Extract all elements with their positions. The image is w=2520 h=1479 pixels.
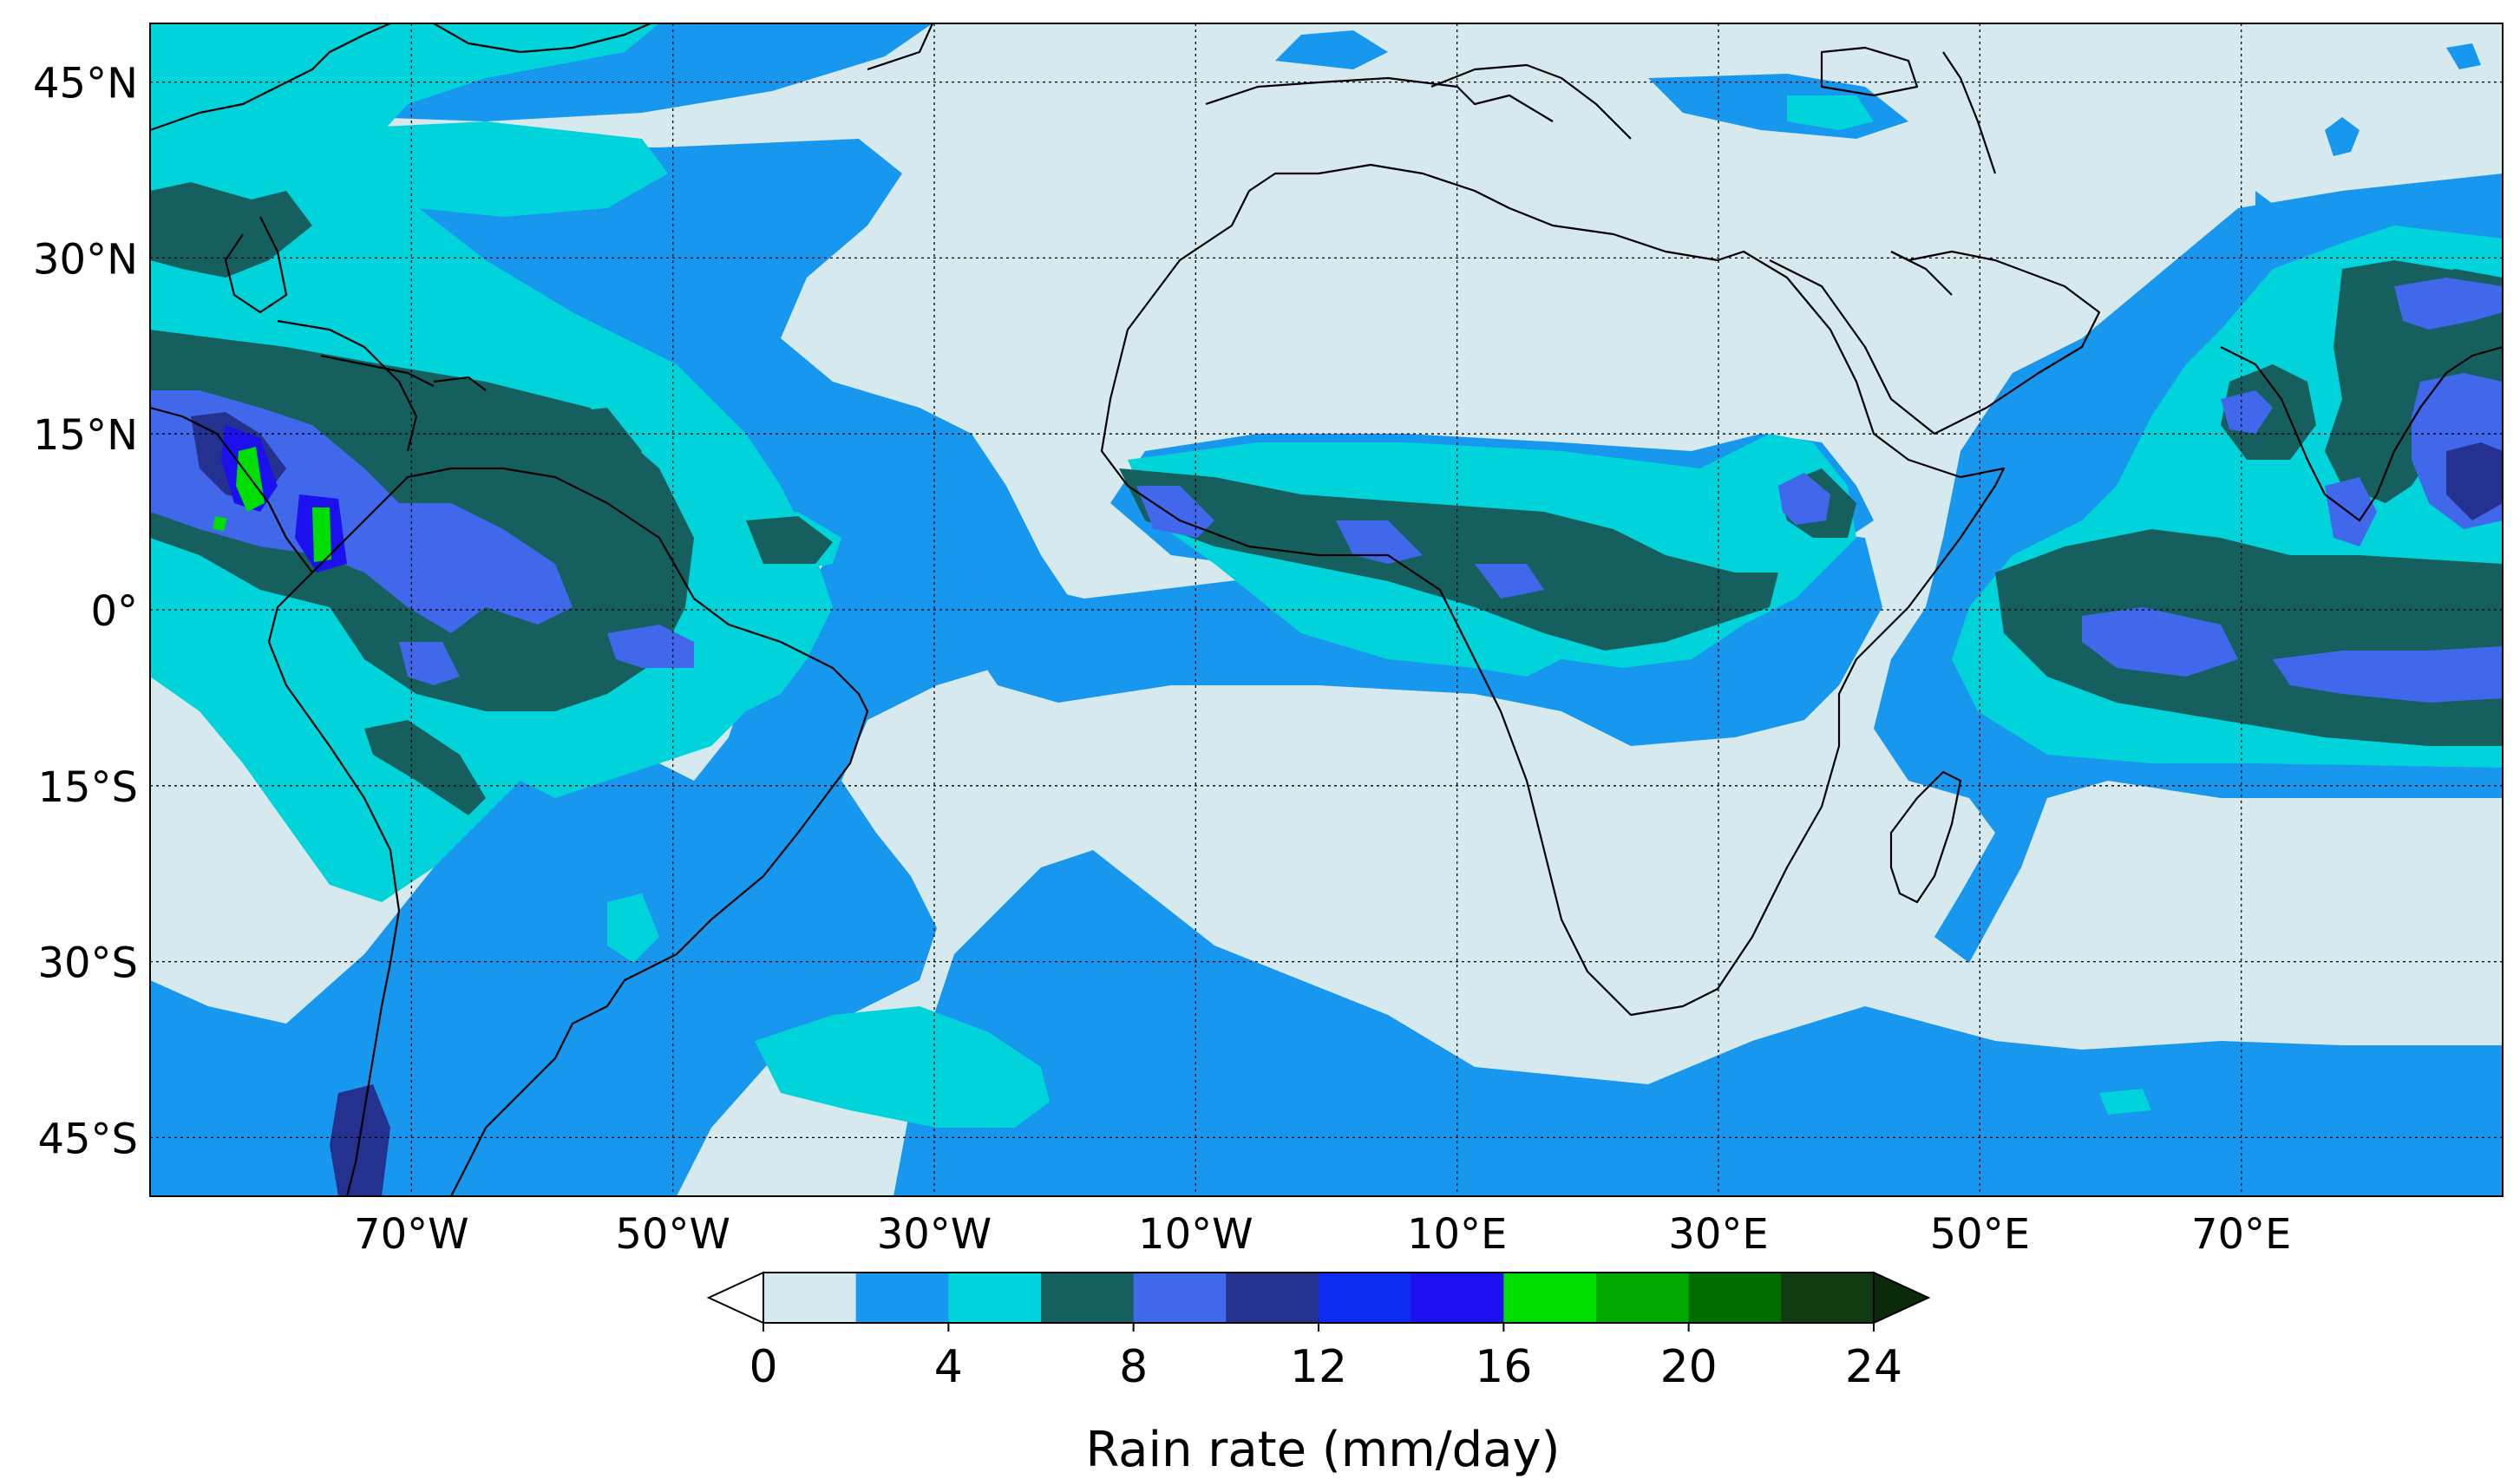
colorbar-over-triangle: [1873, 1271, 1931, 1325]
colorbar-tick-labels: 0 4 8 12 16 20 24: [749, 1323, 1902, 1393]
colorbar-tick-label: 8: [1119, 1341, 1148, 1393]
colorbar-swatch: [1596, 1273, 1690, 1323]
colorbar-swatch: [1688, 1273, 1782, 1323]
lat-tick-label: 45°N: [33, 60, 138, 108]
colorbar-swatch: [1319, 1273, 1412, 1323]
colorbar-label: Rain rate (mm/day): [1085, 1422, 1560, 1478]
coastlines: [150, 23, 2503, 1196]
lat-tick-label: 30°N: [33, 235, 138, 284]
colorbar-swatch: [948, 1273, 1042, 1323]
map-frame: [149, 23, 2504, 1197]
lat-tick-label: 45°S: [37, 1115, 138, 1163]
latitude-tick-labels: 45°N 30°N 15°N 0° 15°S 30°S 45°S: [33, 60, 138, 1164]
lon-tick-label: 10°W: [1138, 1210, 1253, 1259]
map-gridlines: [150, 23, 2503, 1196]
lat-tick-label: 30°S: [37, 939, 138, 988]
map-panel: 45°N 30°N 15°N 0° 15°S 30°S 45°S 70°W 50°W 30°W 1…: [33, 23, 2504, 1259]
colorbar-tick-label: 16: [1475, 1341, 1532, 1393]
colorbar-tick-label: 12: [1290, 1341, 1347, 1393]
colorbar: 0 4 8 12 16 20 24 Rain rate (mm/day): [706, 1271, 1931, 1478]
rain-contour-6-8: [150, 182, 2503, 815]
lat-tick-label: 15°N: [33, 411, 138, 460]
colorbar-swatch: [855, 1273, 949, 1323]
lat-tick-label: 0°: [90, 587, 138, 636]
colorbar-swatch: [1133, 1273, 1227, 1323]
lon-tick-label: 30°W: [877, 1210, 992, 1259]
lon-tick-label: 50°W: [615, 1210, 730, 1259]
colorbar-boxes: [763, 1273, 1875, 1323]
lon-tick-label: 10°E: [1407, 1210, 1507, 1259]
colorbar-swatch: [763, 1273, 857, 1323]
colorbar-tick-label: 20: [1660, 1341, 1718, 1393]
colorbar-swatch: [1503, 1273, 1597, 1323]
lat-tick-label: 15°S: [37, 763, 138, 812]
colorbar-tick-label: 0: [749, 1341, 777, 1393]
colorbar-swatch: [1411, 1273, 1504, 1323]
longitude-tick-labels: 70°W 50°W 30°W 10°W 10°E 30°E 50°E 70°E: [354, 1210, 2291, 1259]
colorbar-swatch: [1041, 1273, 1135, 1323]
colorbar-swatch: [1226, 1273, 1319, 1323]
colorbar-tick-label: 4: [934, 1341, 963, 1393]
colorbar-under-triangle: [706, 1271, 764, 1325]
lon-tick-label: 70°W: [354, 1210, 469, 1259]
lon-tick-label: 70°E: [2191, 1210, 2291, 1259]
lon-tick-label: 50°E: [1930, 1210, 2030, 1259]
lon-tick-label: 30°E: [1668, 1210, 1768, 1259]
colorbar-tick-label: 24: [1845, 1341, 1902, 1393]
colorbar-swatch: [1781, 1273, 1875, 1323]
